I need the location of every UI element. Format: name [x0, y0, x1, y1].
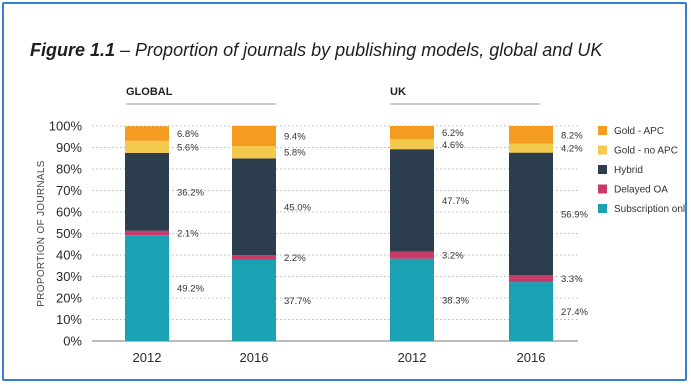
bar-segment-subscription-only — [125, 235, 169, 341]
bar-segment-gold-apc — [509, 126, 553, 144]
y-tick-label: 30% — [56, 269, 82, 284]
bar-segment-hybrid — [125, 152, 169, 231]
legend-label-gold-no-apc: Gold - no APC — [614, 146, 678, 157]
figure-title: Figure 1.1 – Proportion of journals by p… — [30, 40, 602, 61]
bar-segment-subscription-only — [390, 258, 434, 341]
x-tick-label: 2012 — [133, 350, 162, 365]
data-labels: 49.2% 2.1% 36.2% 5.6% 6.8% 37.7% 2.2% 45.0% 5.8%… — [177, 128, 588, 318]
figure-frame: Figure 1.1 – Proportion of journals by p… — [2, 2, 687, 381]
data-label-delayed-oa: 3.3% — [561, 274, 583, 285]
data-label-hybrid: 36.2% — [177, 187, 204, 198]
x-axis: 2012 2016 2012 2016 — [133, 350, 546, 365]
data-label-subscription-only: 38.3% — [442, 295, 469, 306]
data-label-hybrid: 47.7% — [442, 196, 469, 207]
bar-segment-gold-no-apc — [509, 143, 553, 153]
legend-swatch-subscription-only — [598, 204, 607, 213]
data-label-delayed-oa: 2.1% — [177, 228, 199, 239]
bar-segment-gold-no-apc — [232, 145, 276, 159]
y-tick-label: 100% — [49, 119, 83, 134]
bar-segment-gold-apc — [390, 126, 434, 140]
legend-swatch-gold-no-apc — [598, 145, 607, 155]
legend-label-hybrid: Hybrid — [614, 165, 643, 176]
legend-label-subscription-only: Subscription only — [614, 204, 690, 215]
y-axis-title: PROPORTION OF JOURNALS — [36, 160, 47, 306]
bar-segment-gold-apc — [125, 126, 169, 141]
data-label-delayed-oa: 2.2% — [284, 253, 306, 264]
data-label-subscription-only: 37.7% — [284, 296, 311, 307]
legend-swatch-hybrid — [598, 165, 607, 174]
x-tick-label: 2016 — [240, 350, 269, 365]
data-label-subscription-only: 27.4% — [561, 307, 588, 318]
group-header-global: GLOBAL — [126, 86, 173, 98]
y-tick-label: 10% — [56, 312, 82, 327]
group-headers: GLOBAL UK — [126, 86, 540, 105]
bar-segment-gold-no-apc — [125, 140, 169, 153]
legend-label-delayed-oa: Delayed OA — [614, 185, 668, 196]
figure-caption: – Proportion of journals by publishing m… — [115, 40, 603, 60]
bar-segment-delayed-oa — [232, 255, 276, 260]
bar-segment-subscription-only — [232, 259, 276, 341]
y-tick-label: 70% — [56, 183, 82, 198]
bars — [125, 125, 553, 341]
bar-segment-hybrid — [390, 149, 434, 252]
y-tick-label: 20% — [56, 291, 82, 306]
bar-segment-delayed-oa — [509, 274, 553, 283]
bar-segment-delayed-oa — [125, 230, 169, 236]
bar-segment-delayed-oa — [390, 251, 434, 259]
x-tick-label: 2012 — [398, 350, 427, 365]
legend-label-gold-apc: Gold - APC — [614, 126, 664, 137]
data-label-delayed-oa: 3.2% — [442, 251, 464, 262]
data-label-subscription-only: 49.2% — [177, 284, 204, 295]
data-label-gold-no-apc: 4.6% — [442, 140, 464, 151]
data-label-hybrid: 45.0% — [284, 202, 311, 213]
figure-number: Figure 1.1 — [30, 40, 116, 60]
x-tick-label: 2016 — [517, 350, 546, 365]
y-tick-label: 60% — [56, 205, 82, 220]
data-label-gold-apc: 9.4% — [284, 131, 306, 142]
y-tick-label: 90% — [56, 140, 82, 155]
group-header-uk: UK — [390, 86, 406, 98]
data-label-gold-apc: 8.2% — [561, 130, 583, 141]
data-label-gold-no-apc: 4.2% — [561, 144, 583, 155]
bar-segment-hybrid — [509, 152, 553, 275]
bar-segment-hybrid — [232, 158, 276, 256]
bar-segment-subscription-only — [509, 282, 553, 341]
bar-segment-gold-no-apc — [390, 139, 434, 150]
legend-swatch-gold-apc — [598, 126, 607, 135]
data-label-gold-no-apc: 5.8% — [284, 148, 306, 159]
data-label-hybrid: 56.9% — [561, 209, 588, 220]
y-tick-label: 0% — [63, 334, 82, 349]
legend: Gold - APC Gold - no APC Hybrid Delayed OA S… — [598, 126, 690, 215]
y-tick-label: 50% — [56, 226, 82, 241]
y-tick-label: 80% — [56, 162, 82, 177]
y-tick-label: 40% — [56, 248, 82, 263]
data-label-gold-apc: 6.8% — [177, 129, 199, 140]
bar-segment-gold-apc — [232, 125, 276, 146]
legend-swatch-delayed-oa — [598, 184, 607, 194]
gridlines — [92, 125, 578, 320]
data-label-gold-apc: 6.2% — [442, 128, 464, 139]
data-label-gold-no-apc: 5.6% — [177, 142, 199, 153]
y-axis: 0% 10% 20% 30% 40% 50% 60% 70% 80% 90% 100% PROPORT… — [36, 119, 578, 349]
